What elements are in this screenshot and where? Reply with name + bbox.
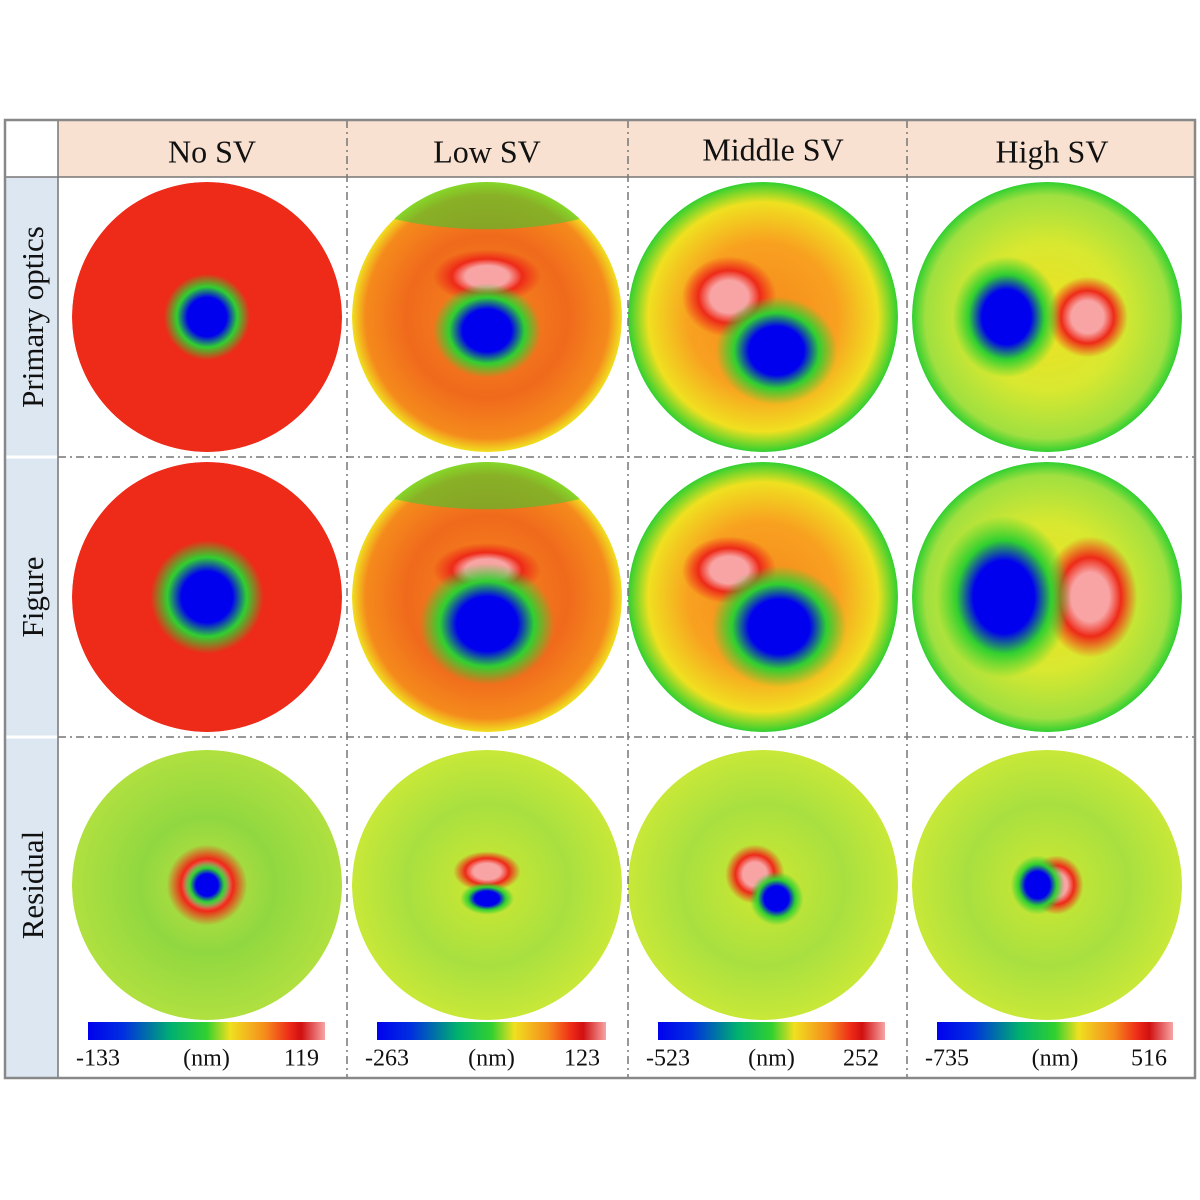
row-label: Primary optics [15, 226, 50, 408]
colorbar-max: 516 [1131, 1046, 1167, 1072]
column-header: No SV [168, 133, 256, 169]
colorbar-min: -133 [76, 1046, 120, 1072]
low-region [749, 871, 804, 926]
surface-map [912, 462, 1182, 732]
colorbar-max: 252 [843, 1046, 879, 1072]
map-edge [352, 462, 622, 510]
column-header: Middle SV [702, 131, 843, 167]
surface-map [72, 750, 342, 1020]
surface-map [72, 182, 342, 452]
low-region [460, 882, 514, 915]
row-label-band [5, 177, 58, 1078]
column-header: High SV [996, 133, 1109, 169]
low-region [163, 273, 251, 361]
low-region [715, 296, 838, 405]
colorbars: -133 (nm) 119 -263 (nm) 123 -523 (nm) 252 -735 (nm… [76, 1022, 1173, 1072]
row-label: Figure [15, 557, 50, 638]
surface-map [72, 462, 342, 732]
colorbar-min: -523 [646, 1046, 690, 1072]
colorbar-min: -263 [365, 1046, 409, 1072]
maps [72, 182, 1182, 1020]
border [3, 118, 1197, 1080]
colorbar-unit: (nm) [183, 1046, 230, 1072]
high-region [1047, 276, 1128, 358]
surface-map [352, 462, 622, 732]
low-region [936, 516, 1072, 678]
map-edge [352, 182, 622, 230]
surface-map [912, 750, 1182, 1020]
colorbar-min: -735 [925, 1046, 969, 1072]
colorbar-max: 119 [284, 1046, 319, 1072]
low-region [433, 283, 541, 378]
colorbar [937, 1022, 1173, 1040]
header-band [58, 120, 1195, 177]
surface-map [912, 182, 1182, 452]
high-region [1042, 536, 1138, 658]
surface-map [352, 750, 622, 1020]
grid [3, 118, 1197, 1080]
colorbar-unit: (nm) [1032, 1046, 1079, 1072]
surface-map [628, 182, 898, 452]
surface-map [628, 462, 898, 732]
column-header: Low SV [433, 133, 541, 169]
colorbar-unit: (nm) [468, 1046, 515, 1072]
low-region [952, 256, 1061, 378]
surface-map [628, 750, 898, 1020]
colorbar [377, 1022, 606, 1040]
row-label: Residual [15, 831, 50, 940]
low-region [419, 563, 555, 685]
low-region [711, 565, 847, 688]
colorbar [88, 1022, 325, 1040]
colorbar-max: 123 [564, 1046, 600, 1072]
colorbar [658, 1022, 885, 1040]
colorbar-unit: (nm) [748, 1046, 795, 1072]
high-region [453, 851, 521, 892]
low-region [1010, 855, 1065, 915]
low-region [150, 540, 264, 654]
low-region [182, 860, 232, 910]
surface-map [352, 182, 622, 452]
